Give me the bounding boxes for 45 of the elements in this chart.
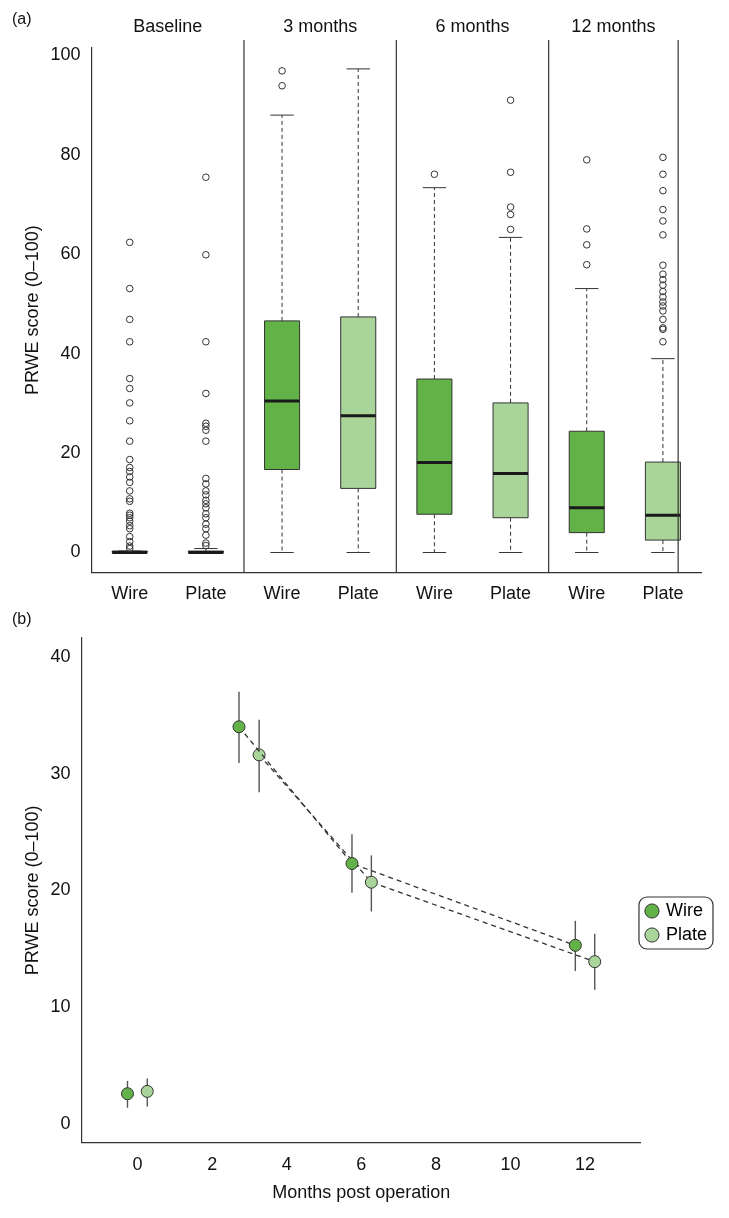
x-tick-label: 2 [207,1153,218,1174]
legend-label: Wire [665,899,703,920]
text: 3 months [283,15,358,36]
x-axis-title: Months post operation [272,1182,451,1203]
y-tick-label: 40 [60,342,81,363]
point [140,1084,154,1098]
y-tick-label: 80 [60,143,81,164]
y-tick-label: 60 [60,243,81,264]
y-tick-label: 40 [50,645,71,666]
point [345,857,359,871]
y-tick-label: 0 [70,541,81,562]
x-tick-label: 10 [500,1153,521,1174]
x-tick-label: Wire [568,583,606,604]
x-tick-label: Wire [415,583,453,604]
y-tick-label: 30 [50,762,71,783]
x-tick-label: Plate [337,583,379,604]
x-tick-label: 12 [575,1153,596,1174]
x-tick-label: Plate [642,583,684,604]
text: Baseline [133,15,203,36]
x-tick-label: 6 [356,1153,367,1174]
x-tick-label: 0 [132,1153,143,1174]
x-tick-label: Plate [185,583,227,604]
text: (b) [12,610,32,628]
y-tick-label: 20 [50,879,71,900]
y-axis-title: PRWE score (0–100) [21,805,42,976]
point [364,875,378,889]
point [120,1087,134,1101]
x-tick-label: 8 [430,1153,441,1174]
y-tick-label: 100 [50,44,81,65]
y-tick-label: 0 [60,1113,71,1134]
x-tick-label: Wire [111,583,149,604]
text: 6 months [435,15,510,36]
y-axis-title: PRWE score (0–100) [21,225,42,396]
x-tick-label: 4 [281,1153,292,1174]
y-tick-label: 20 [60,442,81,463]
point [232,720,246,734]
y-tick-label: 10 [50,996,71,1017]
text: 12 months [571,15,656,36]
point [588,955,602,969]
legend-label: Plate [665,923,707,944]
text: (a) [12,10,32,28]
point [252,748,266,762]
point [568,938,582,952]
x-tick-label: Plate [490,583,532,604]
x-tick-label: Wire [263,583,301,604]
